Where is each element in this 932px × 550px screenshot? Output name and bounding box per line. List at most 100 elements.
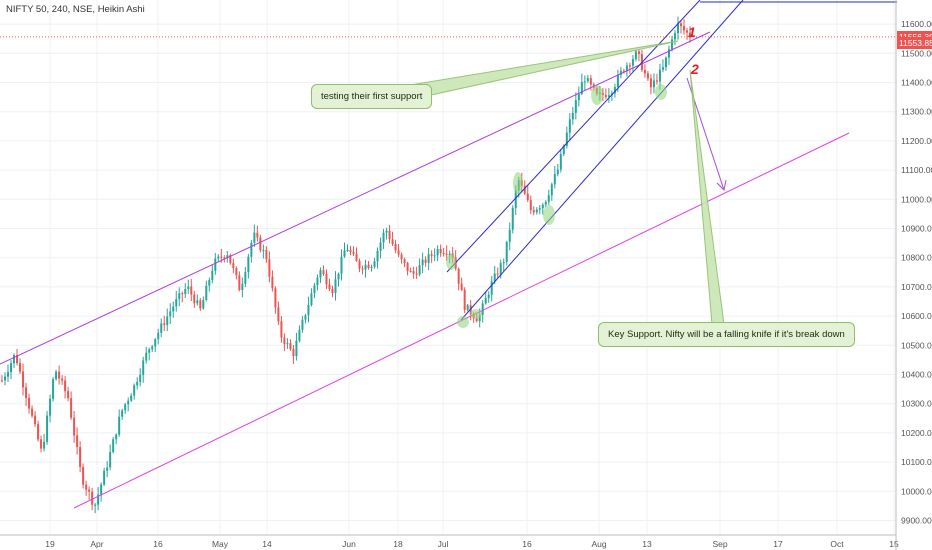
candle-body (652, 80, 655, 88)
candle-body (37, 424, 40, 440)
y-tick-label: 10300.00 (901, 399, 932, 409)
candle-body (268, 259, 271, 277)
touch-point (446, 254, 456, 270)
candle-body (427, 254, 430, 263)
candle-body (418, 265, 421, 275)
touch-point (513, 172, 523, 194)
candle-body (655, 80, 658, 82)
candle-body (61, 378, 64, 381)
candle-body (166, 316, 169, 325)
candle-body (64, 380, 67, 392)
candle-body (19, 363, 22, 372)
inner-channel-lower (460, 0, 744, 321)
candle-body (634, 51, 637, 60)
candle-body (241, 283, 244, 290)
candle-body (196, 300, 199, 304)
candle-body (121, 410, 124, 417)
candle-body (370, 266, 373, 269)
candle-body (670, 39, 673, 50)
candle-body (643, 69, 646, 74)
y-tick-label: 11000.00 (901, 194, 932, 204)
candle-body (112, 439, 115, 453)
trend-drawings (0, 0, 897, 509)
candle-body (181, 293, 184, 295)
candle-body (367, 264, 370, 269)
candle-body (43, 441, 46, 449)
annotation-first-support[interactable]: testing their first support (311, 84, 433, 109)
candle-body (142, 360, 145, 375)
candle-body (286, 343, 289, 345)
candle-body (631, 59, 634, 66)
y-tick-label: 10900.00 (901, 224, 932, 234)
price-tag: 11553.85 (897, 36, 932, 49)
candle-body (88, 489, 91, 492)
candle-body (100, 484, 103, 495)
candle-body (604, 94, 607, 97)
y-tick-label: 10200.00 (901, 428, 932, 438)
candle-body (271, 276, 274, 289)
candle-body (607, 95, 610, 97)
candle-body (157, 332, 160, 340)
candle-body (49, 398, 52, 416)
y-tick-label: 11100.00 (901, 165, 932, 175)
candle-body (379, 242, 382, 251)
candle-body (163, 323, 166, 325)
x-tick-label: 17 (773, 539, 783, 549)
candle-body (463, 289, 466, 310)
candle-body (328, 284, 331, 290)
candle-body (73, 417, 76, 436)
candle-body (466, 305, 469, 310)
candle-body (217, 256, 220, 259)
candle-body (535, 209, 538, 213)
candle-body (689, 32, 691, 38)
candle-body (190, 286, 193, 295)
candle-body (184, 289, 187, 295)
y-tick-label: 11400.00 (901, 78, 932, 88)
candle-body (589, 78, 592, 85)
candle-body (664, 57, 667, 68)
candle-body (226, 255, 229, 258)
candle-body (571, 112, 574, 120)
touch-point (470, 309, 482, 319)
candle-body (484, 297, 487, 304)
candle-body (568, 119, 571, 133)
candle-body (646, 73, 649, 79)
candle-body (136, 381, 139, 386)
candle-body (361, 268, 364, 270)
candle-body (247, 256, 250, 273)
candle-body (502, 261, 505, 264)
candle-body (337, 273, 340, 280)
outer-channel-upper (0, 31, 711, 365)
candle-body (4, 376, 7, 381)
candle-body (139, 374, 142, 382)
candle-body (106, 467, 109, 471)
candle-body (55, 371, 58, 380)
candle-body (13, 355, 16, 364)
candle-body (295, 340, 298, 357)
candle-body (574, 100, 577, 113)
y-tick-label: 10800.00 (901, 253, 932, 263)
candle-body (322, 270, 325, 275)
x-tick-label: Sep (712, 539, 727, 549)
candle-body (511, 207, 514, 230)
candle-body (679, 23, 682, 27)
candle-body (304, 315, 307, 320)
candle-body (625, 65, 628, 72)
candle-body (115, 434, 118, 440)
candle-body (133, 385, 136, 396)
candle-body (499, 263, 502, 275)
annotation-key-support[interactable]: Key Support. Nifty will be a falling kni… (598, 322, 855, 347)
marker-1: 1 (688, 24, 696, 40)
candle-body (421, 259, 424, 266)
candle-body (586, 78, 589, 82)
candle-body (637, 51, 640, 55)
y-tick-label: 10700.00 (901, 282, 932, 292)
y-tick-label: 11600.00 (901, 19, 932, 29)
candle-body (97, 494, 100, 505)
candle-body (433, 255, 436, 257)
candle-body (307, 304, 310, 316)
touch-point (543, 205, 555, 225)
callout-pointer-2 (689, 69, 725, 325)
candle-body (208, 280, 211, 286)
